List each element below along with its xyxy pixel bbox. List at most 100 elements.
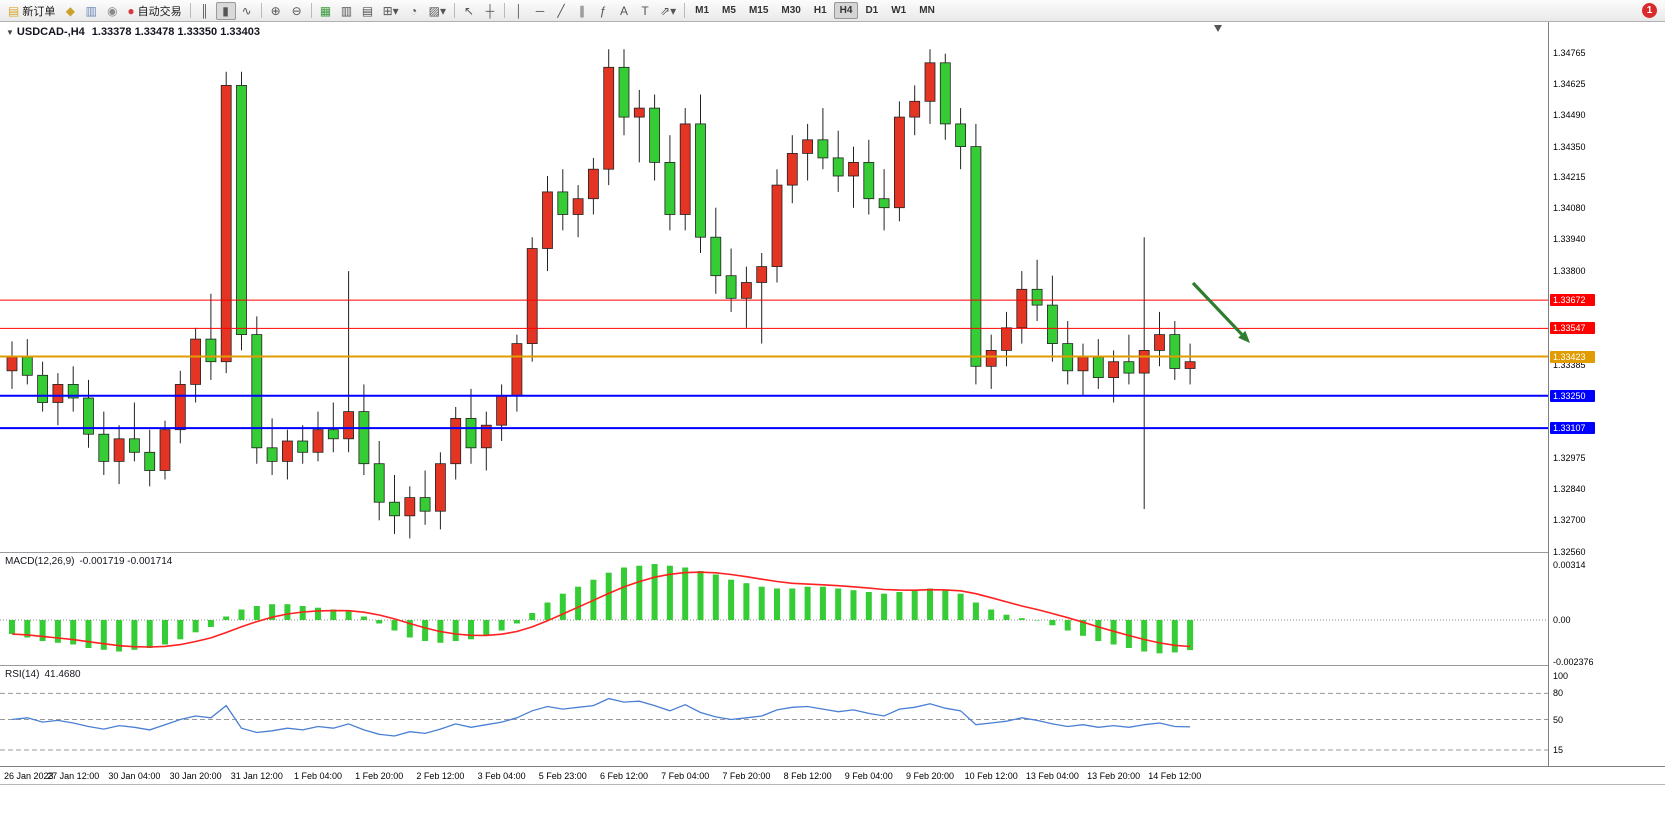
notification-badge[interactable]: 1 <box>1642 3 1657 18</box>
line-chart-icon[interactable]: ∿ <box>237 2 257 20</box>
candlestick <box>1077 343 1089 396</box>
timeframe-mn[interactable]: MN <box>919 5 935 16</box>
main-chart[interactable] <box>0 22 1548 552</box>
new-order-label: 新订单 <box>22 5 56 18</box>
chart-styles-icon[interactable]: ◆ <box>60 2 80 20</box>
candlestick <box>557 169 569 231</box>
time-label: 7 Feb 04:00 <box>661 771 710 781</box>
market-watch-icon[interactable]: ▥ <box>81 2 101 20</box>
toolbar-separator <box>189 3 191 18</box>
candle-chart-icon[interactable]: ▮ <box>215 1 236 20</box>
timeframe-h4[interactable]: H4 <box>833 2 859 19</box>
zoom-in-icon[interactable]: ⊕ <box>266 2 286 20</box>
fibonacci-icon[interactable]: ƒ <box>593 2 613 20</box>
candlestick <box>679 108 691 231</box>
cursor-icon[interactable]: ↖ <box>459 2 479 20</box>
arrows-icon[interactable]: ⇗▾ <box>656 2 680 20</box>
candlestick <box>878 169 890 231</box>
candlestick <box>741 266 752 328</box>
candlestick <box>21 339 33 385</box>
macd-bar <box>513 620 520 624</box>
macd-bar <box>24 620 31 638</box>
vertical-line-icon[interactable]: │ <box>509 2 529 20</box>
price-axis-label: 1.33800 <box>1553 266 1586 277</box>
bar-chart-icon[interactable]: ║ <box>195 2 215 20</box>
macd-bar <box>865 592 872 620</box>
trendline-icon[interactable]: ╱ <box>551 2 571 20</box>
zoom-out-icon[interactable]: ⊖ <box>287 2 307 20</box>
new-order-button[interactable]: ▤ 新订单 <box>4 2 59 20</box>
timeframe-d1[interactable]: D1 <box>865 5 879 16</box>
macd-bar <box>192 620 199 633</box>
macd-bar <box>1171 620 1178 653</box>
text-icon[interactable]: A <box>614 2 634 20</box>
collapse-icon[interactable]: ▼ <box>6 28 14 37</box>
timeframe-m30[interactable]: M30 <box>781 5 801 16</box>
candlestick <box>771 169 783 283</box>
macd-bar <box>345 611 352 620</box>
macd-bar <box>697 571 704 620</box>
candlestick <box>174 370 186 444</box>
label-icon[interactable]: T <box>635 2 655 20</box>
candlestick <box>511 334 523 412</box>
macd-bar <box>988 609 995 620</box>
timeframe-h1[interactable]: H1 <box>813 5 827 16</box>
cascade-windows-icon[interactable]: ▤ <box>358 2 378 20</box>
templates-icon[interactable]: ▨▾ <box>425 2 450 20</box>
time-label: 1 Feb 20:00 <box>355 771 404 781</box>
tile-windows-icon[interactable]: ▥ <box>337 2 357 20</box>
macd-bar <box>207 620 214 627</box>
time-label: 30 Jan 04:00 <box>108 771 161 781</box>
label-icon-glyph: T <box>641 3 649 18</box>
timeframe-m1[interactable]: M1 <box>695 5 710 16</box>
price-axis[interactable]: 1.34765 1.34625 1.34490 1.34350 1.34215 1.340… <box>1548 22 1665 784</box>
macd-bar <box>682 567 689 620</box>
tile-windows-icon-glyph: ▥ <box>340 3 353 18</box>
rsi-pane[interactable] <box>0 667 1548 764</box>
macd-bar <box>1003 614 1010 620</box>
horizontal-line-icon[interactable]: ─ <box>530 2 550 20</box>
time-label: 2 Feb 12:00 <box>416 771 465 781</box>
candlestick <box>496 384 508 441</box>
candlestick <box>695 94 706 253</box>
macd-bar <box>1095 620 1102 641</box>
text-icon-glyph: A <box>620 3 629 18</box>
crosshair-icon[interactable]: ┼ <box>480 2 500 20</box>
timeframe-m5[interactable]: M5 <box>722 5 736 16</box>
macd-pane[interactable] <box>0 554 1548 664</box>
ohlc-values: 1.33378 1.33478 1.33350 1.33403 <box>91 26 260 38</box>
candlestick <box>1169 321 1181 380</box>
timeframe-m15[interactable]: M15 <box>748 5 769 16</box>
signal-icon[interactable]: ◉ <box>102 2 122 20</box>
crosshair-icon-glyph: ┼ <box>485 3 495 18</box>
channel-icon[interactable]: ∥ <box>572 2 592 20</box>
macd-bar <box>498 620 505 631</box>
candlestick <box>970 123 982 385</box>
candlestick <box>312 411 324 462</box>
chart-shift-marker[interactable] <box>1214 25 1222 32</box>
rsi-axis-label: 15 <box>1553 745 1564 755</box>
macd-bar <box>1156 620 1163 654</box>
new-chart-icon[interactable]: ▦ <box>316 2 336 20</box>
price-tag: 1.33107 <box>1550 422 1595 435</box>
candlestick <box>144 429 156 487</box>
time-axis[interactable]: 26 Jan 2023 27 Jan 12:00 30 Jan 04:00 30 Ja… <box>0 766 1665 785</box>
period-icon[interactable]: ◔ <box>404 2 424 20</box>
price-axis-label: 1.32840 <box>1553 483 1586 494</box>
price-axis-label: 1.34215 <box>1553 172 1586 183</box>
candlestick <box>817 108 829 170</box>
macd-bar <box>728 579 735 620</box>
macd-bar <box>957 593 964 620</box>
pane-separator[interactable] <box>0 552 1665 553</box>
toolbar-separator <box>504 3 506 18</box>
candlestick <box>710 207 722 294</box>
timeframe-w1[interactable]: W1 <box>891 5 907 16</box>
pane-separator[interactable] <box>0 665 1665 666</box>
macd-bar <box>789 588 796 620</box>
add-indicator-icon[interactable]: ⊞▾ <box>379 2 403 20</box>
trend-arrow[interactable] <box>1191 281 1243 336</box>
auto-trading-button[interactable]: ● 自动交易 <box>123 2 185 20</box>
macd-bar <box>1049 620 1056 626</box>
candlestick <box>450 407 462 480</box>
macd-bar <box>774 588 780 620</box>
